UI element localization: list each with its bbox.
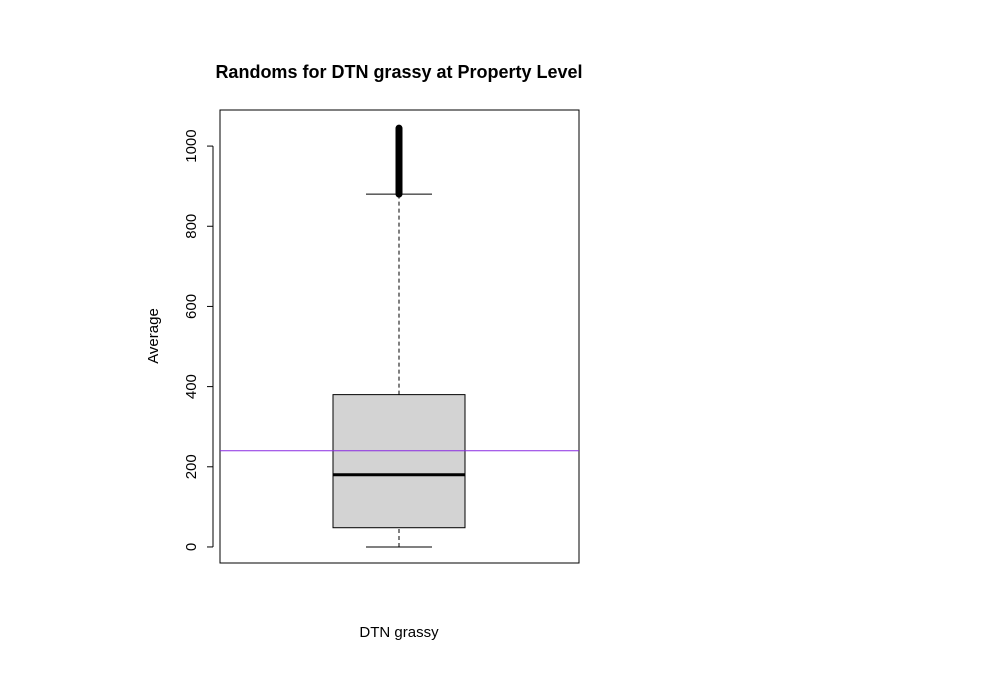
- y-axis: 0 200 400 600 800 1000: [183, 129, 214, 551]
- y-tick-label: 1000: [183, 129, 200, 162]
- y-tick-label: 200: [183, 454, 200, 479]
- y-tick-label: 600: [183, 294, 200, 319]
- y-tick-label: 400: [183, 374, 200, 399]
- box-plot: [332, 124, 466, 548]
- x-axis-label: DTN grassy: [359, 624, 439, 641]
- outlier-points: [395, 124, 403, 198]
- plot-frame: [219, 109, 580, 564]
- y-tick-label: 0: [183, 543, 200, 551]
- outlier-point: [395, 124, 403, 132]
- iqr-box: [332, 394, 466, 529]
- y-tick-label: 800: [183, 214, 200, 239]
- chart-title: Randoms for DTN grassy at Property Level: [215, 62, 582, 82]
- y-axis-label: Average: [145, 308, 162, 364]
